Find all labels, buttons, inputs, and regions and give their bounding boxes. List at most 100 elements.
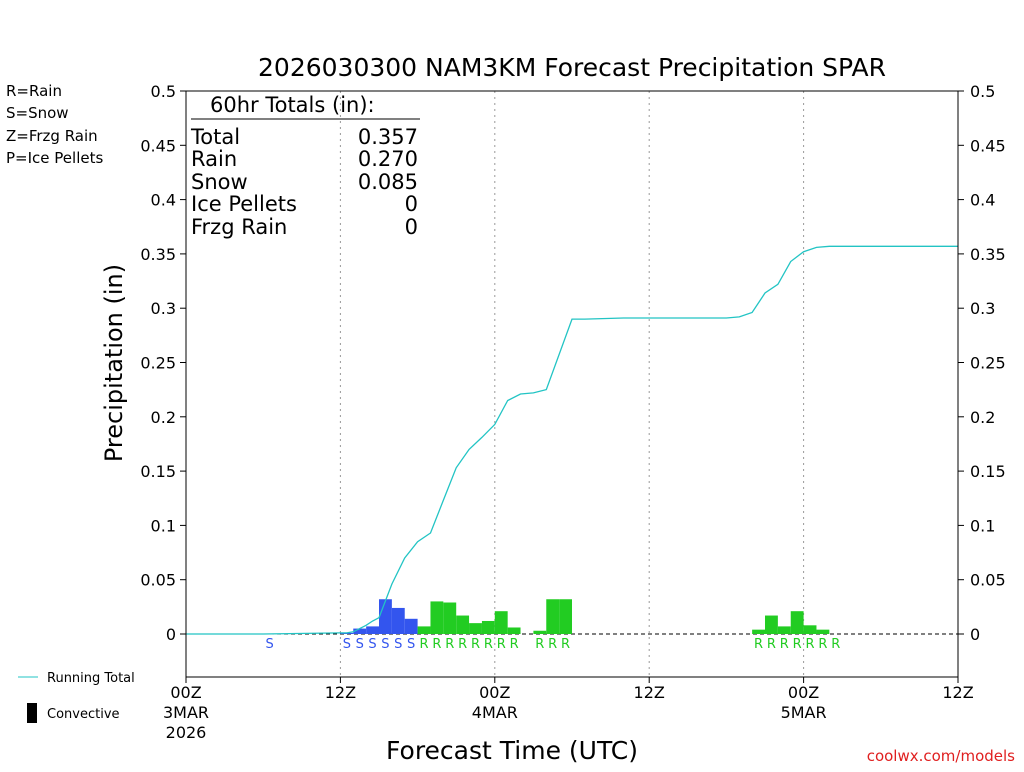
precip-bar-9: [456, 615, 470, 634]
precip-bar-4: [391, 607, 405, 634]
y-tick-label-left-6: 0.3: [151, 299, 176, 318]
legend-frzg-rain: Z=Frzg Rain: [6, 127, 98, 145]
x-tick-label-4-0: 00Z: [788, 683, 819, 702]
type-marker-2: S: [356, 637, 364, 652]
y-tick-label-right-4: 0.2: [970, 408, 995, 427]
type-marker-18: R: [754, 637, 763, 652]
precip-bar-19: [777, 626, 791, 634]
totals-frzg-rain-label: Frzg Rain: [191, 215, 287, 239]
y-tick-label-left-3: 0.15: [140, 462, 176, 481]
x-tick-label-1-0: 12Z: [325, 683, 356, 702]
precip-bar-12: [494, 611, 508, 634]
convective-legend-label: Convective: [47, 707, 120, 722]
type-marker-1: S: [343, 637, 351, 652]
type-marker-14: R: [510, 637, 519, 652]
precip-bar-21: [803, 625, 817, 634]
type-marker-6: S: [407, 637, 415, 652]
plot-frame: [185, 90, 959, 678]
vertical-gridlines: [339, 91, 805, 677]
legend-snow: S=Snow: [6, 104, 69, 122]
legend-rain: R=Rain: [6, 82, 62, 100]
type-marker-8: R: [432, 637, 441, 652]
type-marker-20: R: [780, 637, 789, 652]
y-tick-label-right-3: 0.15: [970, 462, 1006, 481]
x-tick-label-4-1: 5MAR: [781, 703, 827, 722]
totals-total-value: 0.357: [358, 125, 418, 149]
y-tick-label-left-10: 0.5: [151, 82, 176, 101]
y-axis-label: Precipitation (in): [100, 264, 128, 462]
type-marker-21: R: [793, 637, 802, 652]
precip-bar-18: [765, 615, 778, 634]
precip-bar-13: [507, 627, 521, 634]
precip-bar-2: [366, 626, 379, 634]
y-tick-label-right-6: 0.3: [970, 299, 995, 318]
totals-snow-label: Snow: [191, 170, 248, 194]
y-tick-label-left-9: 0.45: [140, 136, 176, 155]
y-tick-label-left-2: 0.1: [151, 516, 176, 535]
y-tick-label-left-1: 0.05: [140, 571, 176, 590]
y-tick-label-right-10: 0.5: [970, 82, 995, 101]
type-marker-10: R: [458, 637, 467, 652]
type-marker-4: S: [381, 637, 389, 652]
x-tick-label-0-0: 00Z: [170, 683, 201, 702]
convective-legend-swatch: [27, 703, 37, 723]
totals-heading: 60hr Totals (in):: [210, 93, 375, 117]
running-total-line: [186, 245, 958, 635]
type-marker-12: R: [484, 637, 493, 652]
source-credit: coolwx.com/models: [867, 747, 1015, 765]
type-marker-16: R: [548, 637, 557, 652]
x-tick-label-0-1: 3MAR: [163, 703, 209, 722]
precip-bar-11: [481, 620, 495, 634]
x-tick-label-5-0: 12Z: [942, 683, 973, 702]
y-tick-label-left-4: 0.2: [151, 408, 176, 427]
legend-ice-pellets: P=Ice Pellets: [6, 149, 103, 167]
precip-bar-16: [559, 599, 572, 634]
precip-bar-8: [443, 602, 457, 634]
totals-ice-pellets-value: 0: [405, 192, 418, 216]
precip-bar-22: [816, 629, 830, 634]
y-tick-label-left-8: 0.4: [151, 191, 176, 210]
totals-frzg-rain-value: 0: [405, 215, 418, 239]
precip-bar-3: [379, 599, 392, 634]
precip-bar-15: [546, 599, 560, 634]
x-axis-label: Forecast Time (UTC): [386, 736, 638, 765]
y-tick-label-left-0: 0: [166, 625, 176, 644]
running-total-series: [186, 245, 958, 635]
precip-bar-20: [790, 611, 804, 634]
precip-bar-5: [404, 618, 418, 634]
precip-bar-6: [417, 626, 431, 634]
precip-bar-7: [430, 601, 444, 634]
y-tick-label-left-5: 0.25: [140, 354, 176, 373]
type-legend: R=Rain S=Snow Z=Frzg Rain P=Ice Pellets: [6, 82, 103, 167]
y-tick-label-right-8: 0.4: [970, 191, 995, 210]
x-tick-label-0-2: 2026: [166, 723, 207, 742]
totals-rain-value: 0.270: [358, 147, 418, 171]
precip-bar-17: [752, 629, 765, 634]
y-tick-label-right-1: 0.05: [970, 571, 1006, 590]
type-marker-17: R: [561, 637, 570, 652]
totals-ice-pellets-label: Ice Pellets: [191, 192, 297, 216]
y-tick-label-left-7: 0.35: [140, 245, 176, 264]
y-tick-label-right-2: 0.1: [970, 516, 995, 535]
precip-bar-10: [469, 623, 482, 634]
type-marker-23: R: [818, 637, 827, 652]
running-total-legend-label: Running Total: [47, 671, 135, 686]
precip-bar-1: [353, 628, 367, 634]
y-tick-label-right-9: 0.45: [970, 136, 1006, 155]
x-tick-label-2-0: 00Z: [479, 683, 510, 702]
y-tick-label-right-7: 0.35: [970, 245, 1006, 264]
type-marker-0: S: [266, 637, 274, 652]
totals-rain-label: Rain: [191, 147, 237, 171]
type-marker-24: R: [831, 637, 840, 652]
totals-box: 60hr Totals (in): Total 0.357 Rain 0.270…: [190, 93, 420, 239]
x-tick-label-2-1: 4MAR: [472, 703, 518, 722]
type-marker-7: R: [420, 637, 429, 652]
y-tick-label-right-5: 0.25: [970, 354, 1006, 373]
x-tick-label-3-0: 12Z: [634, 683, 665, 702]
bottom-legend: Running Total Convective: [18, 671, 135, 723]
type-marker-22: R: [806, 637, 815, 652]
